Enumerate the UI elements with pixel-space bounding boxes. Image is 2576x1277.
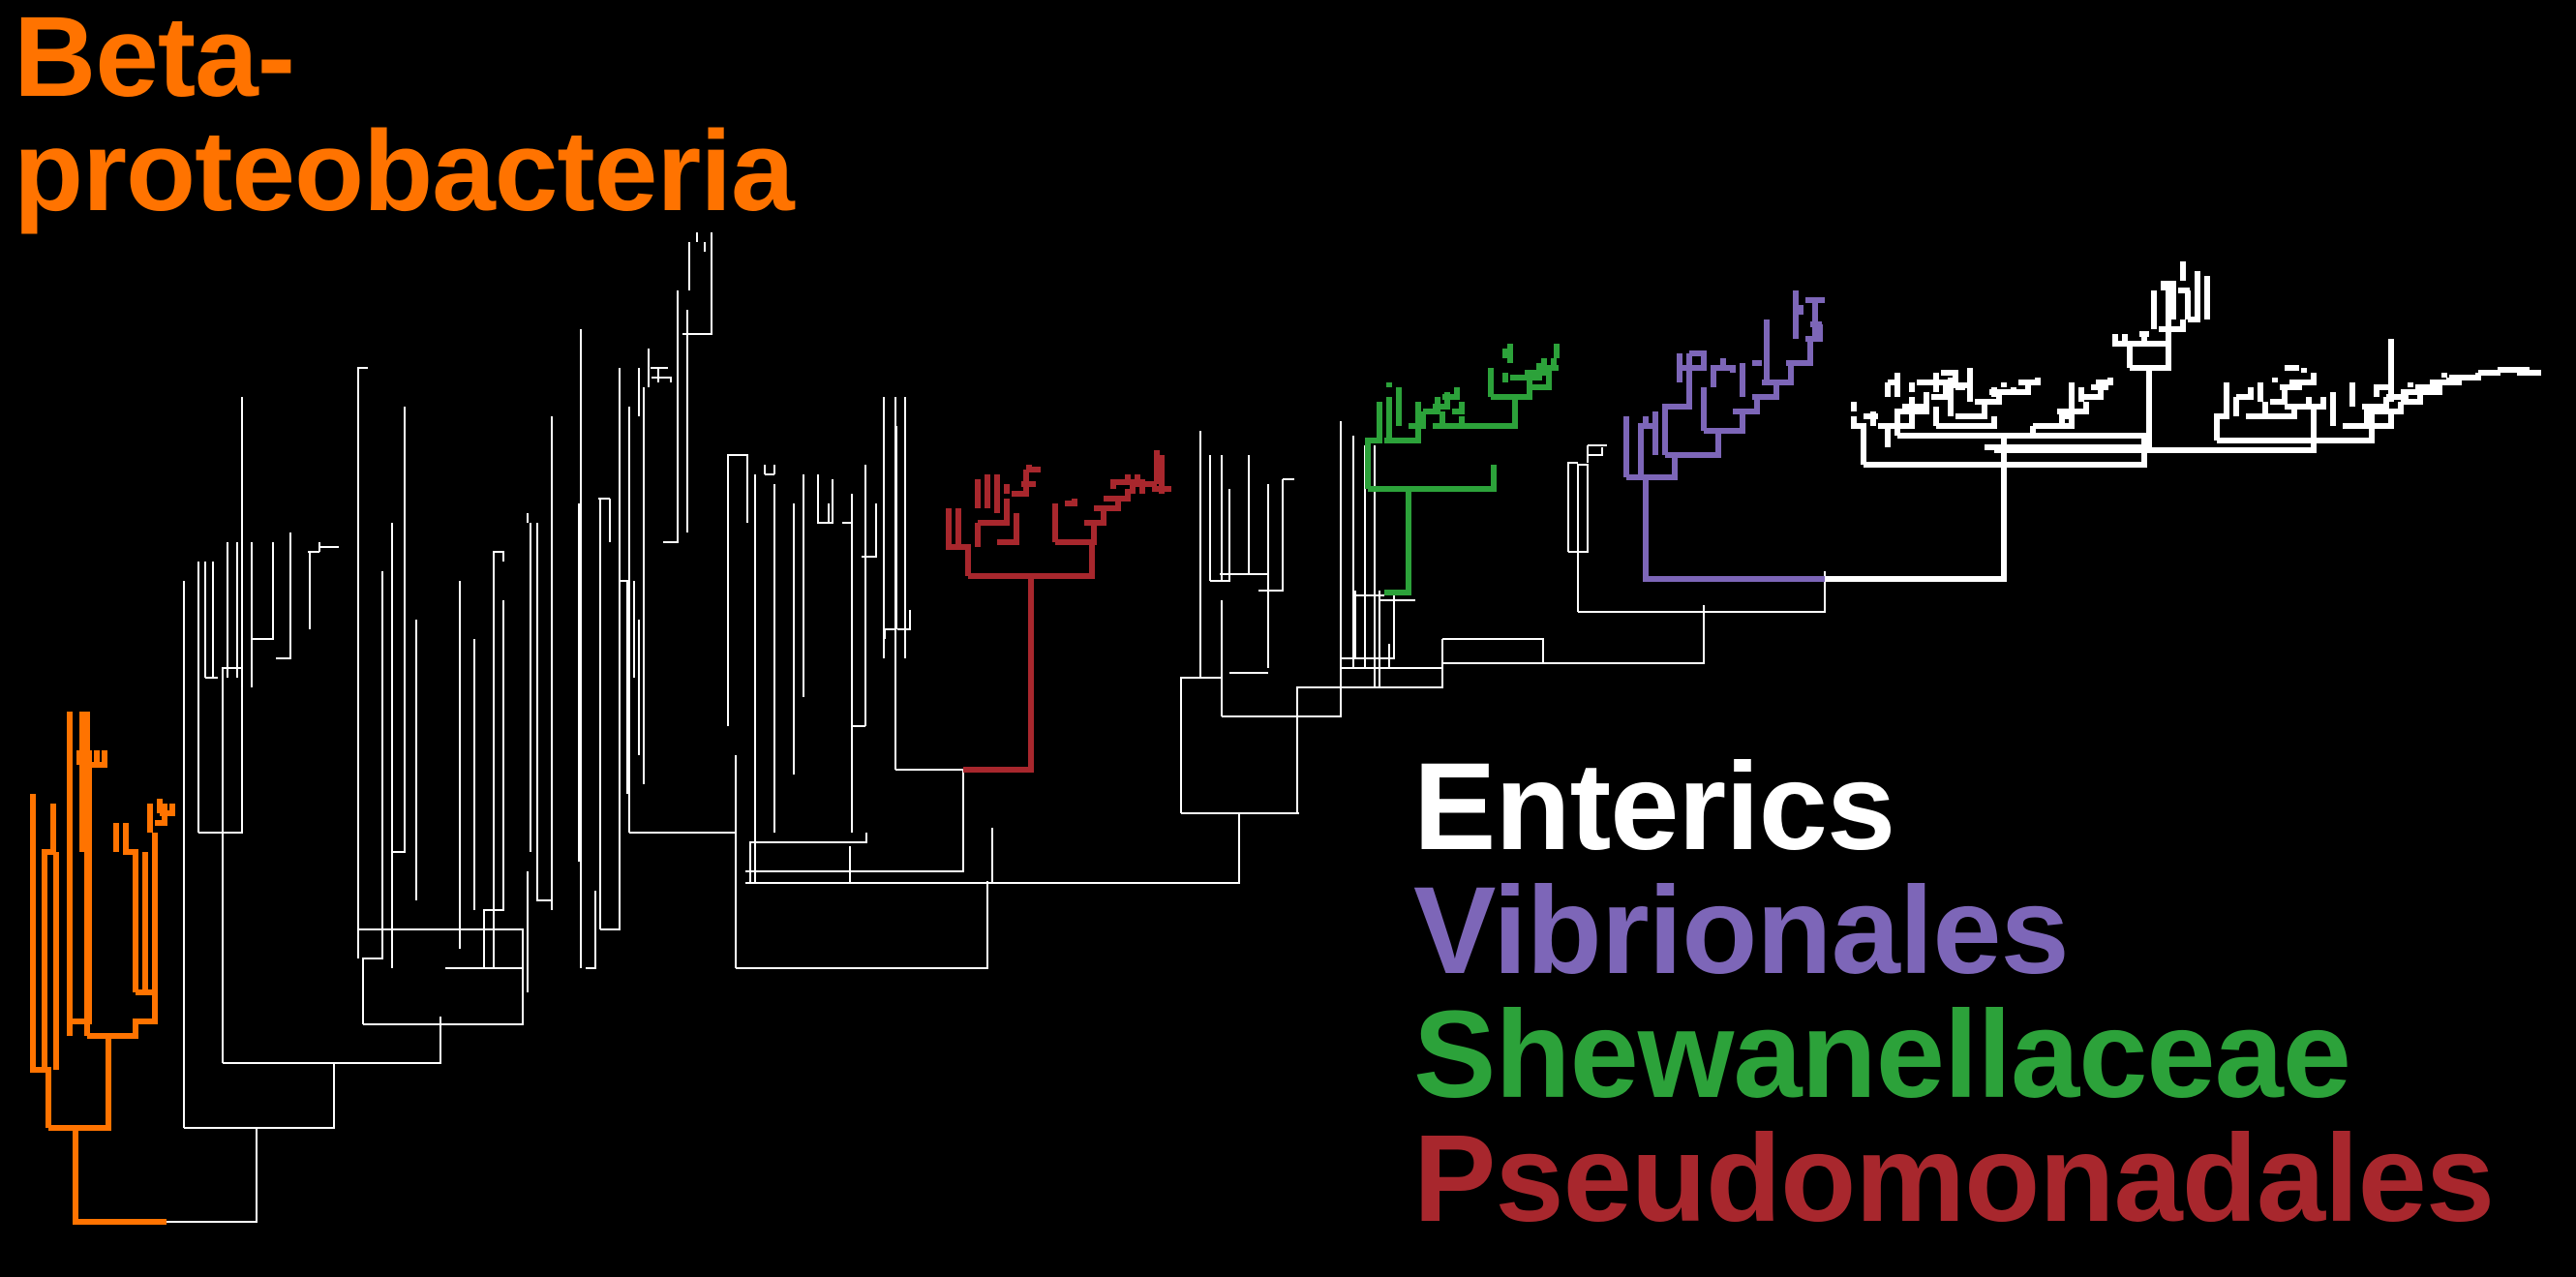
clade-vibrionales: [1623, 290, 1825, 582]
clade-legend: Enterics Vibrionales Shewanellaceae Pseu…: [1413, 738, 2495, 1248]
betaproteobacteria-label-line1: Beta-: [14, 0, 295, 121]
clade-shewanellaceae: [1365, 344, 1560, 595]
legend-pseudomonadales: Pseudomonadales: [1413, 1110, 2495, 1248]
legend-shewanellaceae: Shewanellaceae: [1413, 986, 2351, 1124]
clade-betaproteobacteria: [30, 712, 175, 1225]
backbone-main-links: [745, 812, 1299, 884]
betaproteobacteria-label: Beta- proteobacteria: [14, 0, 795, 235]
betaproteobacteria-label-line2: proteobacteria: [14, 107, 795, 235]
legend-enterics: Enterics: [1413, 738, 1895, 876]
clade-enterics: [1825, 261, 2541, 582]
legend-vibrionales: Vibrionales: [1413, 862, 2070, 1000]
clade-pseudomonadales: [946, 450, 1171, 773]
